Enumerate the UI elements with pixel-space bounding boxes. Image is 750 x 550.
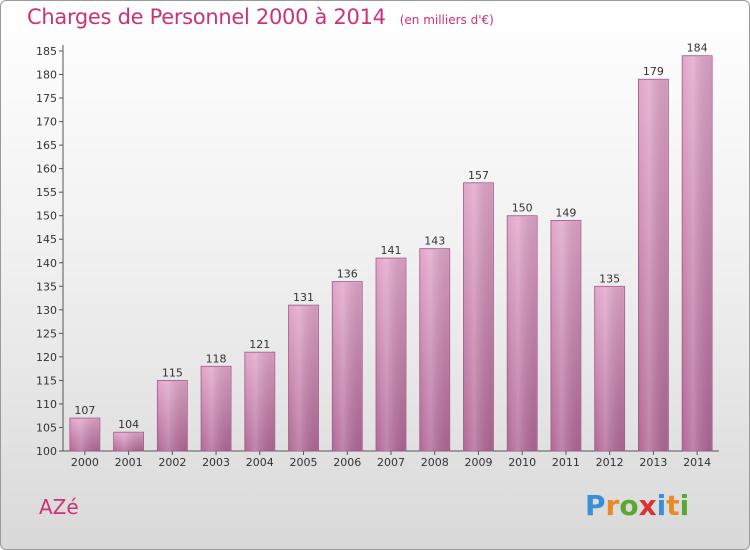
bar-value-label: 118 <box>206 352 227 365</box>
bar-value-label: 107 <box>74 404 95 417</box>
y-tick-label: 140 <box>36 257 57 270</box>
y-tick-label: 185 <box>36 45 57 58</box>
bar-value-label: 115 <box>162 366 183 379</box>
x-tick-label: 2006 <box>333 456 361 469</box>
bar-value-label: 149 <box>555 206 576 219</box>
x-tick-label: 2008 <box>421 456 449 469</box>
logo-letter: o <box>619 489 639 522</box>
bar-value-label: 131 <box>293 291 314 304</box>
bar-value-label: 157 <box>468 169 489 182</box>
x-tick-label: 2000 <box>71 456 99 469</box>
y-tick-label: 180 <box>36 69 57 82</box>
bar-shine <box>595 287 624 451</box>
bar-value-label: 121 <box>249 338 270 351</box>
bar-shine <box>551 221 580 451</box>
y-tick-label: 105 <box>36 421 57 434</box>
y-tick-label: 160 <box>36 163 57 176</box>
y-tick-label: 115 <box>36 374 57 387</box>
y-tick-label: 175 <box>36 92 57 105</box>
chart-title-text: Charges de Personnel 2000 à 2014 <box>27 5 386 29</box>
x-tick-label: 2007 <box>377 456 405 469</box>
x-tick-label: 2012 <box>596 456 624 469</box>
bar-shine <box>245 353 274 451</box>
bar-value-label: 179 <box>643 65 664 78</box>
bar-shine <box>683 56 712 452</box>
bar-value-label: 143 <box>424 235 445 248</box>
bar-value-label: 135 <box>599 272 620 285</box>
x-tick-label: 2003 <box>202 456 230 469</box>
bar-value-label: 150 <box>512 202 533 215</box>
bar-shine <box>639 80 668 451</box>
x-tick-label: 2009 <box>464 456 492 469</box>
chart-title: Charges de Personnel 2000 à 2014 (en mill… <box>27 5 494 29</box>
y-tick-label: 120 <box>36 351 57 364</box>
bar-shine <box>114 433 143 451</box>
y-tick-label: 155 <box>36 186 57 199</box>
y-tick-label: 110 <box>36 398 57 411</box>
y-tick-label: 130 <box>36 304 57 317</box>
bar-value-label: 136 <box>337 268 358 281</box>
bar-shine <box>289 306 318 451</box>
logo-letter: P <box>585 489 606 522</box>
unit-note: (en milliers d'€) <box>399 13 494 27</box>
x-tick-label: 2002 <box>158 456 186 469</box>
bar-shine <box>70 419 99 451</box>
y-tick-label: 150 <box>36 210 57 223</box>
bar-value-label: 184 <box>687 42 708 55</box>
proxiti-logo: Proxiti <box>585 489 689 522</box>
x-tick-label: 2014 <box>683 456 711 469</box>
y-tick-label: 165 <box>36 139 57 152</box>
bar-shine <box>202 367 231 451</box>
bar-value-label: 141 <box>381 244 402 257</box>
x-tick-label: 2011 <box>552 456 580 469</box>
x-tick-label: 2004 <box>246 456 274 469</box>
bar-shine <box>377 259 405 451</box>
logo-letter: t <box>666 489 680 522</box>
x-tick-label: 2010 <box>508 456 536 469</box>
x-tick-label: 2001 <box>115 456 143 469</box>
y-tick-label: 135 <box>36 280 57 293</box>
y-tick-label: 145 <box>36 233 57 246</box>
commune-name: AZé <box>39 495 79 519</box>
logo-letter: i <box>679 489 690 522</box>
bar-value-label: 104 <box>118 418 139 431</box>
bar-shine <box>158 381 187 451</box>
bar-shine <box>464 183 493 451</box>
bar-shine <box>333 282 362 451</box>
logo-letter: r <box>605 489 620 522</box>
x-tick-label: 2013 <box>639 456 667 469</box>
logo-letter: i <box>656 489 667 522</box>
bar-shine <box>508 216 537 451</box>
x-tick-label: 2005 <box>290 456 318 469</box>
y-tick-label: 170 <box>36 116 57 129</box>
y-tick-label: 100 <box>36 445 57 458</box>
y-tick-label: 125 <box>36 327 57 340</box>
bar-shine <box>420 249 449 451</box>
logo-letter: x <box>638 489 657 522</box>
